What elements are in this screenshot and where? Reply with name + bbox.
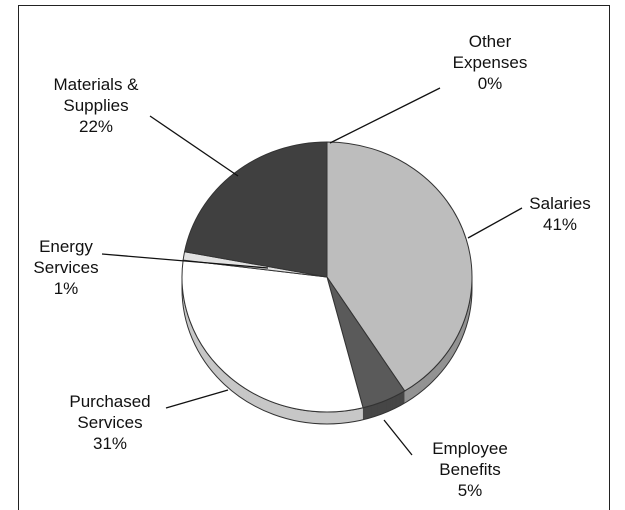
value-label: 22% — [78, 117, 114, 136]
value-label: 1% — [53, 279, 79, 298]
leader-line — [383, 419, 413, 456]
slice-label: Other Expenses 0% — [438, 31, 542, 94]
value-label: 41% — [542, 215, 578, 234]
chart-frame — [18, 5, 610, 510]
slice-label: Energy Services 1% — [14, 236, 118, 299]
pie-slice — [181, 259, 364, 413]
category-label: Employee Benefits — [432, 439, 508, 479]
category-label: Materials & Supplies — [53, 75, 139, 115]
leader-line — [467, 207, 523, 239]
value-label: 0% — [477, 74, 503, 93]
value-label: 5% — [457, 481, 483, 500]
leader-line — [165, 389, 229, 409]
leader-line — [149, 115, 239, 177]
pie-slice — [326, 141, 473, 392]
category-label: Other Expenses — [452, 32, 528, 72]
category-label: Energy Services — [33, 237, 99, 277]
slice-label: Purchased Services 31% — [58, 391, 162, 454]
category-label: Salaries — [529, 194, 591, 213]
value-label: 31% — [92, 434, 128, 453]
slice-label: Materials & Supplies 22% — [44, 74, 148, 137]
leader-line — [329, 87, 441, 144]
slice-label: Employee Benefits 5% — [418, 438, 522, 501]
leader-line — [101, 253, 269, 269]
category-label: Purchased Services — [69, 392, 151, 432]
slice-label: Salaries 41% — [508, 193, 612, 235]
